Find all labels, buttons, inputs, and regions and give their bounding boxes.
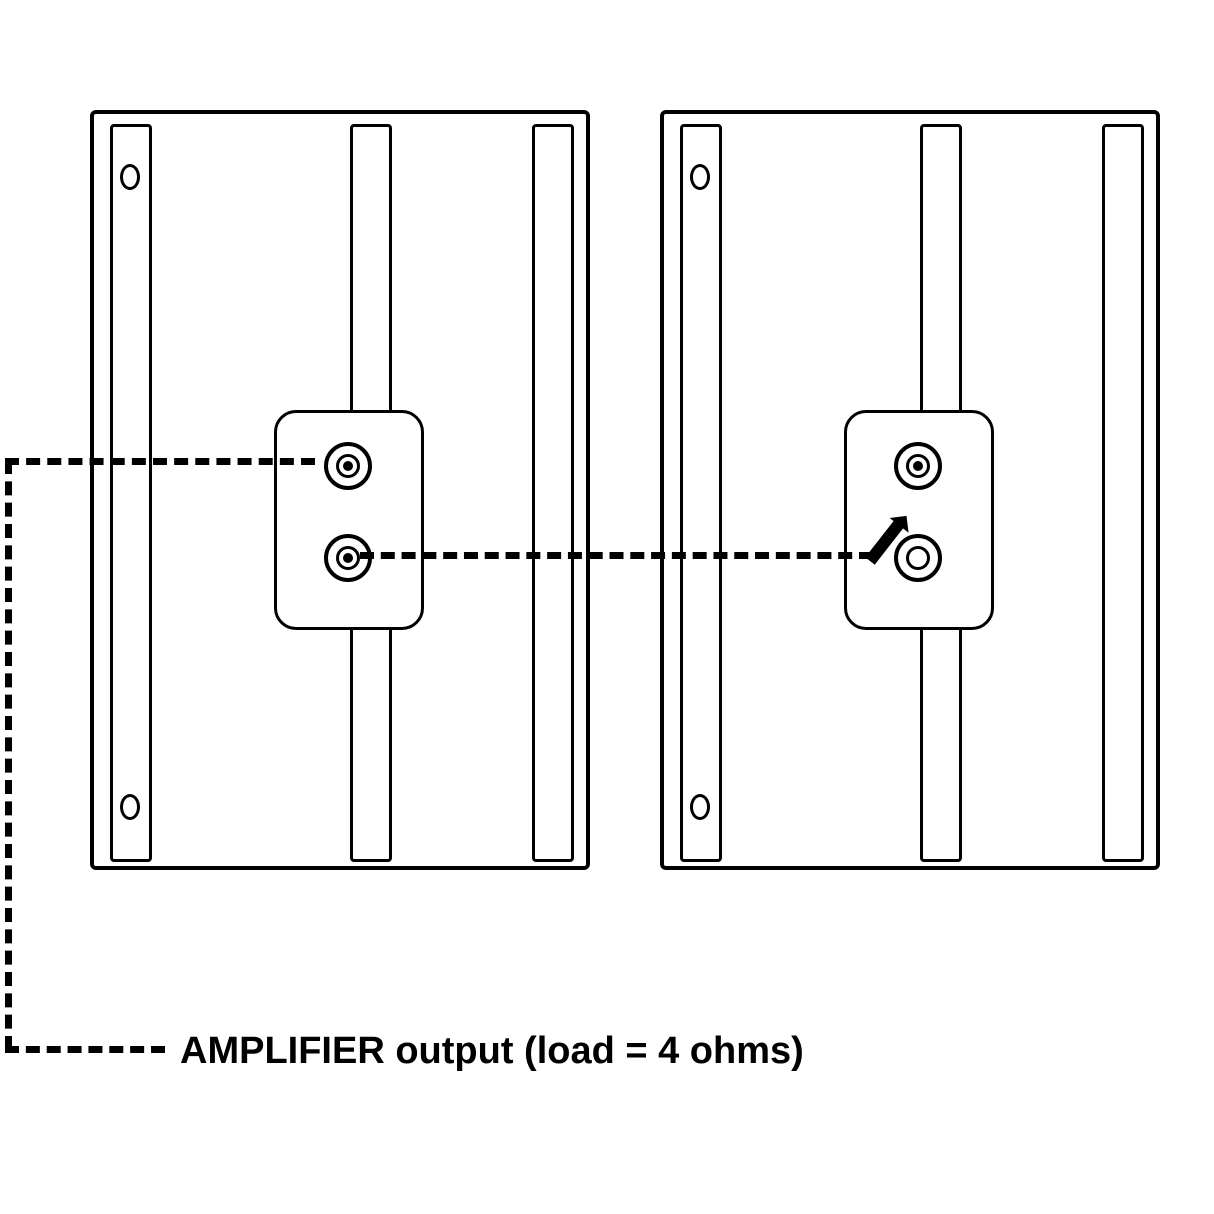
cable — [5, 458, 315, 465]
cable — [360, 552, 873, 559]
rail — [1102, 124, 1144, 862]
caption-text: AMPLIFIER output (load = 4 ohms) — [180, 1030, 804, 1073]
rail — [110, 124, 152, 862]
jack-ring — [336, 546, 360, 570]
jack-top — [324, 442, 372, 490]
cable — [5, 1046, 165, 1053]
mount-hole — [120, 794, 140, 820]
jack-plug-icon — [343, 461, 353, 471]
jack-ring — [906, 546, 930, 570]
rail — [680, 124, 722, 862]
mount-hole — [690, 794, 710, 820]
rail — [532, 124, 574, 862]
jack-top — [894, 442, 942, 490]
speaker-left — [90, 110, 590, 870]
mount-hole — [690, 164, 710, 190]
mount-hole — [120, 164, 140, 190]
cable — [5, 460, 12, 1050]
jack-plug-icon — [343, 553, 353, 563]
jack-bottom — [894, 534, 942, 582]
jack-ring — [906, 454, 930, 478]
jack-plug-icon — [913, 461, 923, 471]
jack-ring — [336, 454, 360, 478]
speaker-right — [660, 110, 1160, 870]
